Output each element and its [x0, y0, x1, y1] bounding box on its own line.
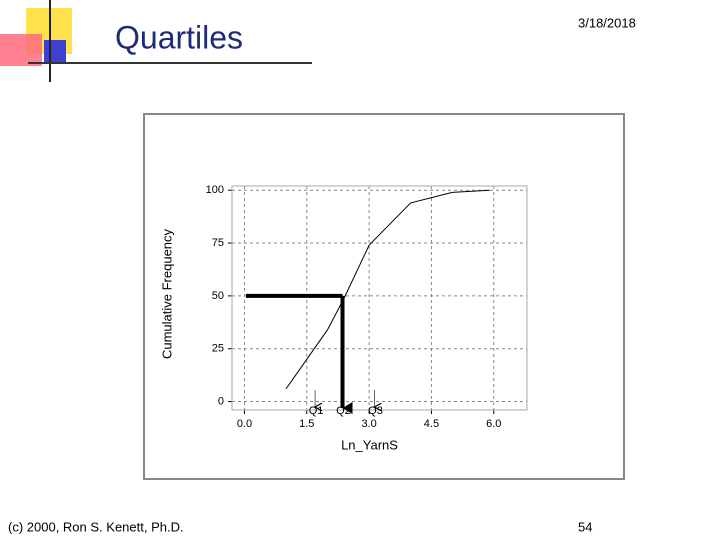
y-tick-label: 100 — [206, 184, 224, 196]
y-tick-label: 0 — [218, 395, 224, 407]
x-tick-label: 3.0 — [361, 418, 376, 430]
slide-footer: (c) 2000, Ron S. Kenett, Ph.D. — [8, 519, 184, 534]
quartile-label: Q3 — [368, 405, 383, 417]
page-number: 54 — [578, 519, 592, 534]
quartile-label: Q1 — [309, 405, 324, 417]
chart-frame — [143, 113, 625, 480]
y-tick-label: 75 — [212, 237, 224, 249]
y-tick-label: 50 — [212, 290, 224, 302]
quartile-label: Q2 — [336, 405, 351, 417]
slide-date: 3/18/2018 — [578, 15, 636, 30]
slide-title: Quartiles — [115, 19, 243, 55]
x-axis-label: Ln_YarnS — [341, 437, 398, 452]
x-tick-label: 4.5 — [424, 418, 439, 430]
chart: 0 25 50 75 100 0.0 1.5 3.0 4.5 6.0 Ln_YarnS Cumulat… — [159, 184, 528, 452]
x-tick-label: 0.0 — [237, 418, 252, 430]
data-line — [285, 189, 490, 390]
y-axis-label: Cumulative Frequency — [159, 228, 174, 359]
y-tick-label: 25 — [212, 343, 224, 355]
deco-red — [0, 34, 42, 66]
x-tick-label: 1.5 — [299, 418, 314, 430]
x-tick-label: 6.0 — [486, 418, 501, 430]
deco-blue — [44, 40, 66, 64]
